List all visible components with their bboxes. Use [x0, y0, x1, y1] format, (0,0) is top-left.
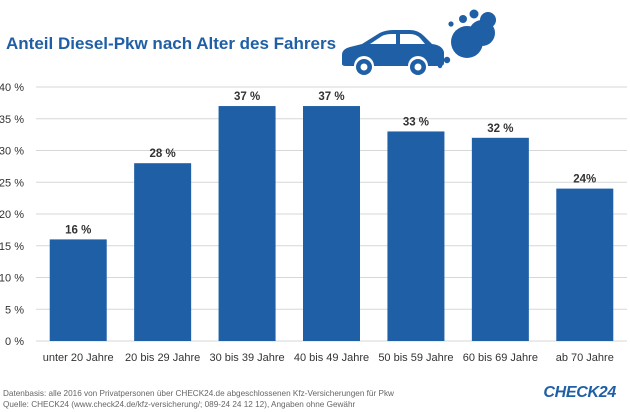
y-tick-label: 20 % [0, 209, 24, 221]
y-tick-label: 0 % [5, 336, 24, 348]
x-tick-label: unter 20 Jahre [43, 352, 114, 364]
bar [387, 131, 445, 341]
data-label: 32 % [487, 123, 513, 135]
bar [303, 106, 360, 341]
y-tick-label: 40 % [0, 82, 24, 94]
data-label: 33 % [403, 116, 429, 128]
data-label: 37 % [318, 91, 344, 103]
chart-title: Anteil Diesel-Pkw nach Alter des Fahrers [6, 34, 337, 53]
data-label: 24% [573, 174, 596, 186]
y-tick-label: 10 % [0, 273, 24, 285]
x-tick-label: 50 bis 59 Jahre [378, 352, 453, 364]
check24-logo: CHECK24 [543, 384, 616, 401]
bar [134, 163, 192, 341]
y-tick-label: 35 % [0, 114, 24, 126]
data-basis-note: Datenbasis: alle 2016 von Privatpersonen… [3, 389, 394, 398]
y-tick-label: 15 % [0, 241, 24, 253]
data-label: 16 % [65, 224, 91, 236]
data-label: 28 % [150, 148, 176, 160]
x-tick-label: 60 bis 69 Jahre [463, 352, 538, 364]
bar [556, 188, 614, 341]
y-tick-label: 25 % [0, 177, 24, 189]
x-tick-label: 30 bis 39 Jahre [209, 352, 284, 364]
x-tick-label: 20 bis 29 Jahre [125, 352, 200, 364]
x-tick-label: ab 70 Jahre [556, 352, 614, 364]
x-tick-label: 40 bis 49 Jahre [294, 352, 369, 364]
bar [471, 137, 529, 341]
bar [218, 106, 276, 341]
data-label: 37 % [234, 91, 260, 103]
y-tick-label: 5 % [5, 304, 24, 316]
source-note: Quelle: CHECK24 (www.check24.de/kfz-vers… [3, 400, 356, 409]
car-with-exhaust-cloud-icon [342, 9, 496, 75]
bar [49, 239, 107, 341]
y-tick-label: 30 % [0, 146, 24, 158]
